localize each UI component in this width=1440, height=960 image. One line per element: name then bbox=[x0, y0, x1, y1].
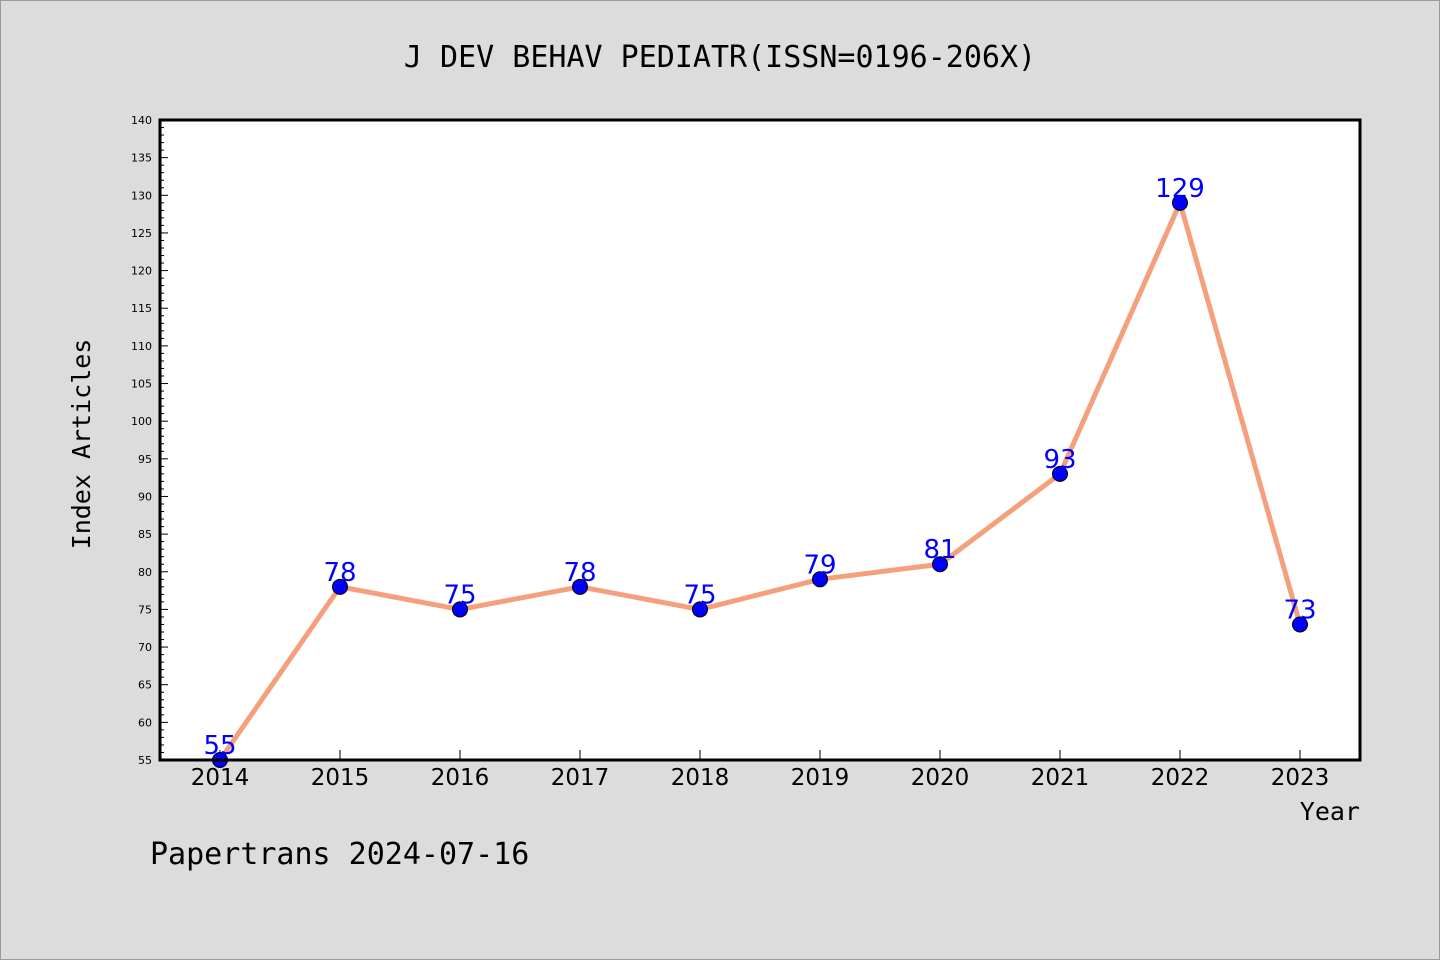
data-point bbox=[1172, 194, 1188, 211]
y-tick-label: 65 bbox=[138, 679, 152, 692]
plot-frame bbox=[158, 118, 1362, 762]
data-label: 75 bbox=[443, 580, 476, 610]
x-tick-label: 2020 bbox=[911, 765, 970, 791]
y-tick-label: 115 bbox=[131, 302, 152, 315]
data-point bbox=[452, 601, 468, 618]
y-tick-label: 85 bbox=[138, 528, 152, 541]
y-tick-label: 100 bbox=[131, 415, 152, 428]
y-tick-label: 135 bbox=[131, 152, 152, 165]
x-tick-label: 2016 bbox=[431, 765, 490, 791]
data-label: 79 bbox=[803, 550, 836, 580]
y-tick-label: 105 bbox=[131, 378, 152, 391]
y-tick-label: 75 bbox=[138, 603, 152, 616]
data-label: 55 bbox=[203, 731, 236, 761]
x-tick-label: 2021 bbox=[1031, 765, 1090, 791]
footer-credit: Papertrans 2024-07-16 bbox=[150, 837, 529, 872]
y-tick-label: 90 bbox=[138, 490, 152, 503]
x-tick-label: 2022 bbox=[1151, 765, 1210, 791]
x-tick-label: 2018 bbox=[671, 765, 730, 791]
plot-area bbox=[160, 120, 1360, 760]
x-tick-label: 2019 bbox=[791, 765, 850, 791]
data-point bbox=[332, 578, 348, 595]
data-label: 78 bbox=[323, 558, 356, 588]
data-label: 73 bbox=[1283, 595, 1316, 625]
data-label: 81 bbox=[923, 535, 956, 565]
data-point bbox=[932, 556, 948, 573]
y-tick-label: 80 bbox=[138, 566, 152, 579]
data-label: 129 bbox=[1155, 174, 1205, 204]
y-tick-label: 55 bbox=[138, 754, 152, 767]
data-point bbox=[1292, 616, 1308, 633]
x-axis: 2014 2015 2016 2017 2018 2019 2020 2021 2022 2023 bbox=[191, 750, 1330, 791]
data-label: 78 bbox=[563, 558, 596, 588]
y-tick-label: 70 bbox=[138, 641, 152, 654]
y-tick-label: 130 bbox=[131, 189, 152, 202]
data-point bbox=[812, 571, 828, 588]
x-axis-title: Year bbox=[1300, 797, 1360, 826]
y-tick-label: 120 bbox=[131, 265, 152, 278]
x-tick-label: 2015 bbox=[311, 765, 370, 791]
series-layer: 55 78 75 78 75 79 81 93 129 73 bbox=[203, 174, 1317, 768]
data-label: 75 bbox=[683, 580, 716, 610]
data-point bbox=[692, 601, 708, 618]
data-label: 93 bbox=[1043, 445, 1076, 475]
chart-title: J DEV BEHAV PEDIATR(ISSN=0196-206X) bbox=[404, 40, 1036, 75]
x-tick-label: 2023 bbox=[1271, 765, 1330, 791]
y-tick-label: 60 bbox=[138, 716, 152, 729]
y-axis-title: Index Articles bbox=[67, 339, 96, 550]
x-tick-label: 2014 bbox=[191, 765, 250, 791]
y-tick-label: 125 bbox=[131, 227, 152, 240]
x-tick-label: 2017 bbox=[551, 765, 610, 791]
series-line bbox=[217, 200, 1303, 763]
y-tick-label: 140 bbox=[131, 114, 152, 127]
data-point bbox=[572, 578, 588, 595]
data-point bbox=[1052, 465, 1068, 482]
y-tick-label: 95 bbox=[138, 453, 152, 466]
y-tick-label: 110 bbox=[131, 340, 152, 353]
